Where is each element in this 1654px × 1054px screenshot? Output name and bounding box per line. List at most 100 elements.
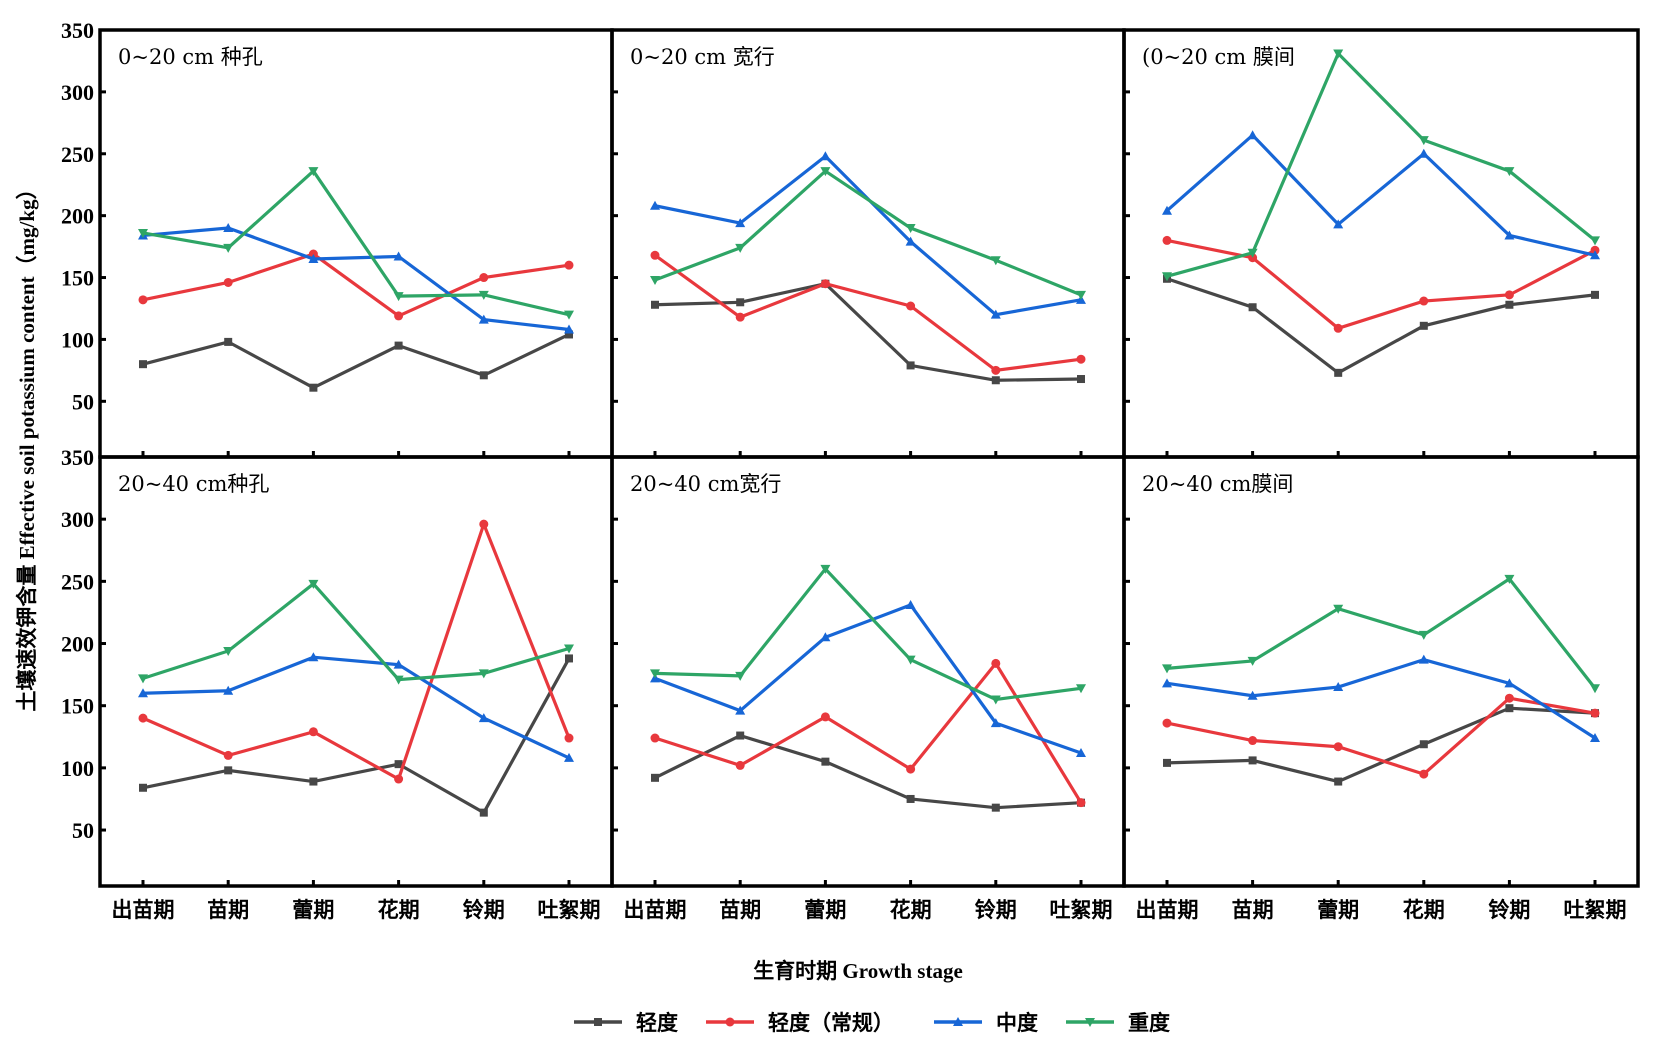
data-point: [139, 360, 147, 369]
x-tick-label: 吐絮期: [538, 897, 601, 922]
panel-frame: [610, 28, 1126, 459]
series-line: [142, 657, 571, 815]
data-point: [393, 292, 404, 302]
data-point: [308, 727, 318, 737]
legend-label: 轻度: [636, 1010, 678, 1035]
data-point: [820, 151, 831, 161]
panel-frame: [98, 455, 614, 888]
panel: 20~40 cm宽行: [610, 455, 1126, 888]
panel-label: 20~40 cm种孔: [118, 472, 269, 496]
legend-label: 轻度（常规）: [768, 1010, 894, 1035]
data-point: [1334, 777, 1343, 786]
data-point: [565, 330, 573, 339]
panel-label: 0~20 cm 宽行: [630, 45, 775, 69]
data-point: [991, 365, 1001, 375]
y-tick-label: 200: [61, 632, 94, 657]
series-line: [142, 168, 570, 317]
data-point: [478, 314, 489, 324]
data-point: [393, 659, 404, 669]
data-point: [991, 803, 1000, 812]
data-point: [1419, 321, 1428, 330]
data-point: [1419, 769, 1429, 779]
data-point: [735, 312, 745, 322]
y-tick-label: 250: [61, 142, 94, 167]
data-point: [1418, 654, 1429, 664]
legend-marker: [594, 1018, 602, 1026]
data-point: [906, 794, 915, 803]
data-point: [1590, 250, 1600, 260]
data-point: [736, 731, 745, 740]
data-point: [650, 669, 660, 679]
y-tick-label: 300: [61, 80, 94, 105]
x-tick-label: 蕾期: [804, 897, 846, 922]
y-axis: 50 100 150 200 250 300 350 50 100 150 200 250 300 350: [61, 18, 94, 843]
data-point: [1590, 733, 1600, 743]
data-point: [308, 253, 319, 263]
data-point: [1504, 574, 1515, 584]
x-tick-label: 铃期: [1488, 897, 1530, 922]
data-point: [905, 236, 916, 246]
data-point: [990, 256, 1001, 266]
data-point: [1076, 747, 1086, 757]
series-line: [654, 660, 1083, 804]
series-line: [142, 655, 570, 760]
data-point: [820, 632, 831, 642]
data-point: [1077, 375, 1085, 384]
data-point: [478, 669, 489, 679]
data-point: [1590, 236, 1600, 246]
data-point: [564, 324, 574, 334]
y-axis-title: 土壤速效钾含量 Effective soil potassium content…: [15, 178, 39, 711]
legend-marker: [953, 1017, 963, 1026]
data-point: [1163, 758, 1171, 767]
legend-item: 轻度: [574, 1010, 678, 1035]
data-point: [1247, 248, 1258, 258]
panel: (0~20 cm 膜间: [1122, 28, 1640, 459]
series-line: [1166, 696, 1596, 776]
data-point: [1162, 235, 1172, 245]
series-line: [1166, 277, 1596, 375]
x-tick-label: 花期: [1403, 897, 1445, 922]
data-point: [735, 671, 746, 681]
data-point: [223, 243, 234, 253]
data-point: [564, 644, 574, 654]
legend-item: 重度: [1066, 1010, 1170, 1035]
data-point: [905, 224, 916, 234]
series-line: [654, 169, 1082, 297]
y-tick-label: 250: [61, 569, 94, 594]
data-point: [223, 223, 234, 233]
series-line: [1165, 132, 1596, 257]
data-point: [1333, 219, 1344, 229]
data-point: [905, 655, 916, 665]
legend-label: 重度: [1128, 1010, 1170, 1035]
data-point: [905, 599, 916, 609]
data-point: [650, 200, 660, 210]
data-point: [1248, 736, 1258, 746]
data-point: [564, 310, 574, 320]
panel: 0~20 cm 种孔: [98, 28, 614, 459]
data-point: [223, 646, 234, 656]
data-point: [138, 228, 148, 238]
data-point: [991, 658, 1001, 668]
series-line: [654, 603, 1082, 755]
x-tick-label: 出苗期: [1136, 897, 1199, 922]
x-tick-label: 吐絮期: [1050, 897, 1113, 922]
x-tick-label: 铃期: [463, 897, 505, 922]
data-point: [1333, 742, 1343, 752]
data-point: [1504, 693, 1514, 703]
data-point: [478, 713, 489, 723]
data-point: [308, 652, 319, 662]
series-line: [654, 253, 1082, 373]
data-point: [1162, 664, 1172, 674]
data-point: [1504, 290, 1514, 300]
series-line: [1166, 238, 1596, 331]
x-tick-label: 蕾期: [1317, 897, 1359, 922]
data-point: [479, 808, 488, 817]
x-tick-label: 铃期: [975, 897, 1017, 922]
data-point: [1505, 300, 1514, 309]
data-point: [990, 718, 1001, 728]
data-point: [650, 250, 660, 260]
x-tick-label: 苗期: [207, 897, 249, 922]
data-point: [650, 733, 660, 743]
data-point: [651, 300, 659, 309]
